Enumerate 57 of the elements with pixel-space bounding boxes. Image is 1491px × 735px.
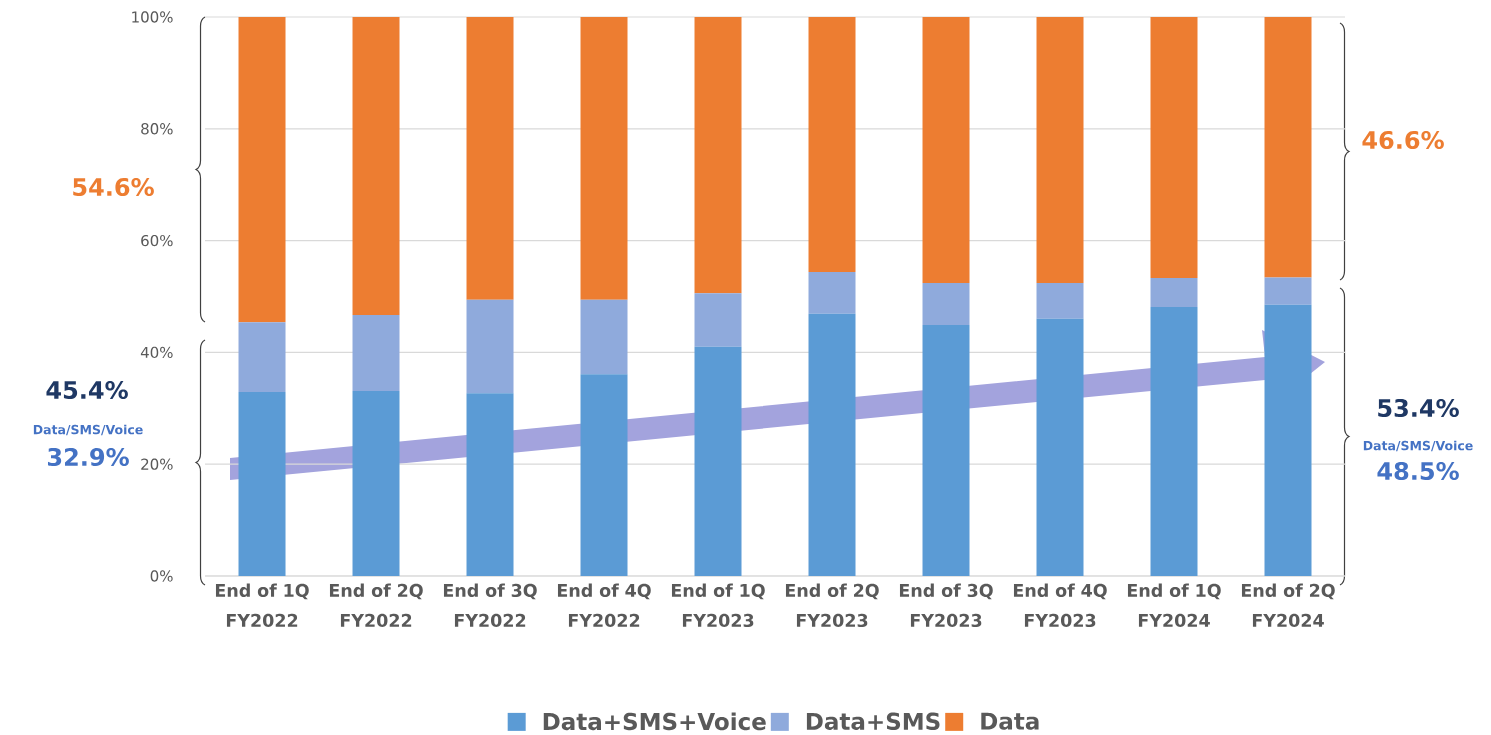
text: 54.6% [73,177,154,197]
text: Data/SMS/Voice [1363,440,1473,452]
text: 48.5% [1377,461,1459,481]
legend-label: Data [981,712,1039,730]
bar [1150,278,1198,308]
x-tick-label: End of 1Q FY2023 [671,583,765,628]
bar [580,16,628,300]
bar [466,393,514,576]
bar [1036,16,1084,284]
x-tick-label: End of 1Q FY2024 [1127,583,1221,628]
x-tick-label: End of 2Q FY2022 [329,583,423,628]
bar [352,314,400,391]
bar [238,322,286,393]
x-tick-label: End of 3Q FY2022 [443,583,537,628]
text: 46.6% [1362,130,1444,150]
bar [1264,304,1312,576]
y-tick-label: 40% [140,346,173,359]
bar [1036,318,1084,576]
x-tick-label: End of 1Q FY2022 [215,583,309,628]
bar [1264,16,1312,278]
text: 32.9% [47,447,129,467]
bar [352,390,400,576]
bar [352,16,400,315]
y-tick-label: 80% [141,123,173,135]
legend-label: Data+SMS+Voice [543,712,766,731]
bar [466,299,514,394]
y-tick-label: 100% [132,11,173,23]
bar [808,16,856,272]
bar [922,283,970,325]
bar [922,324,970,576]
text: 53.4% [1378,398,1459,418]
bar [808,313,856,576]
bar [1036,283,1084,319]
bar [1264,277,1312,305]
text: 45.4% [46,380,128,400]
bar [238,392,286,576]
x-tick-label: End of 4Q FY2022 [557,583,651,628]
bar [694,293,742,347]
legend-label: Data+SMS [806,712,940,730]
bar [466,16,514,300]
text: Data/SMS/Voice [33,424,143,436]
y-tick-label: 0% [150,570,173,582]
bar [1150,307,1198,576]
y-tick-label: 20% [141,458,173,470]
x-tick-label: End of 2Q FY2024 [1241,583,1335,628]
bar [238,16,286,323]
x-tick-label: End of 3Q FY2023 [899,583,993,628]
y-tick-label: 60% [141,234,173,247]
x-tick-label: End of 2Q FY2023 [785,583,879,628]
bar [808,271,856,314]
bar [922,16,970,284]
bar [694,16,742,294]
x-tick-label: End of 4Q FY2023 [1013,583,1107,628]
bar [580,299,628,375]
bar [694,346,742,576]
bar [1150,16,1198,279]
bar [580,374,628,576]
